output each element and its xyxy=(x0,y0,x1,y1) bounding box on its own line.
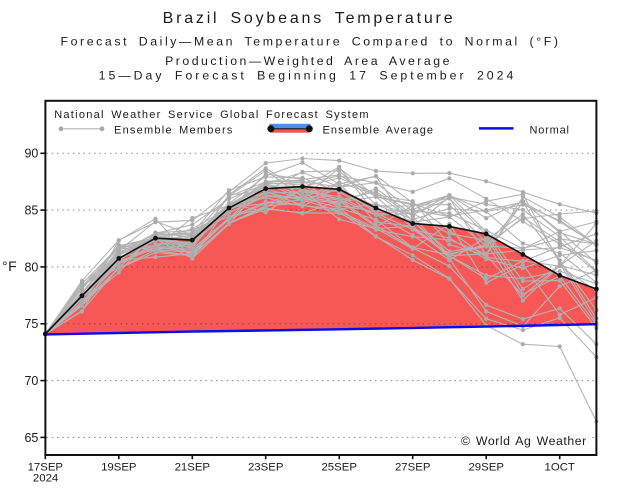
svg-text:© World Ag Weather: © World Ag Weather xyxy=(461,434,587,448)
svg-text:Normal: Normal xyxy=(530,125,570,137)
svg-text:85: 85 xyxy=(24,204,38,218)
svg-text:Ensemble Average: Ensemble Average xyxy=(323,125,435,137)
svg-text:2024: 2024 xyxy=(33,472,58,484)
svg-text:1OCT: 1OCT xyxy=(545,461,575,473)
svg-text:29SEP: 29SEP xyxy=(468,461,503,473)
svg-text:65: 65 xyxy=(24,431,38,445)
svg-text:80: 80 xyxy=(24,260,38,274)
svg-text:25SEP: 25SEP xyxy=(321,461,356,473)
svg-text:Production—Weighted Area Avera: Production—Weighted Area Average xyxy=(165,54,452,68)
svg-text:°F: °F xyxy=(2,258,17,274)
svg-text:23SEP: 23SEP xyxy=(248,461,283,473)
svg-text:19SEP: 19SEP xyxy=(101,461,136,473)
svg-text:National Weather Service Globa: National Weather Service Global Forecast… xyxy=(54,109,370,121)
svg-text:27SEP: 27SEP xyxy=(395,461,430,473)
svg-text:Brazil Soybeans Temperature: Brazil Soybeans Temperature xyxy=(163,10,456,27)
svg-text:21SEP: 21SEP xyxy=(175,461,210,473)
svg-text:15—Day Forecast Beginning 17 S: 15—Day Forecast Beginning 17 September 2… xyxy=(99,69,517,83)
svg-text:Forecast Daily—Mean Temperatur: Forecast Daily—Mean Temperature Compared… xyxy=(60,35,560,49)
svg-text:70: 70 xyxy=(24,374,38,388)
svg-text:17SEP: 17SEP xyxy=(28,461,63,473)
svg-text:75: 75 xyxy=(24,317,38,331)
svg-text:Ensemble Members: Ensemble Members xyxy=(114,125,234,137)
svg-text:90: 90 xyxy=(24,147,38,161)
